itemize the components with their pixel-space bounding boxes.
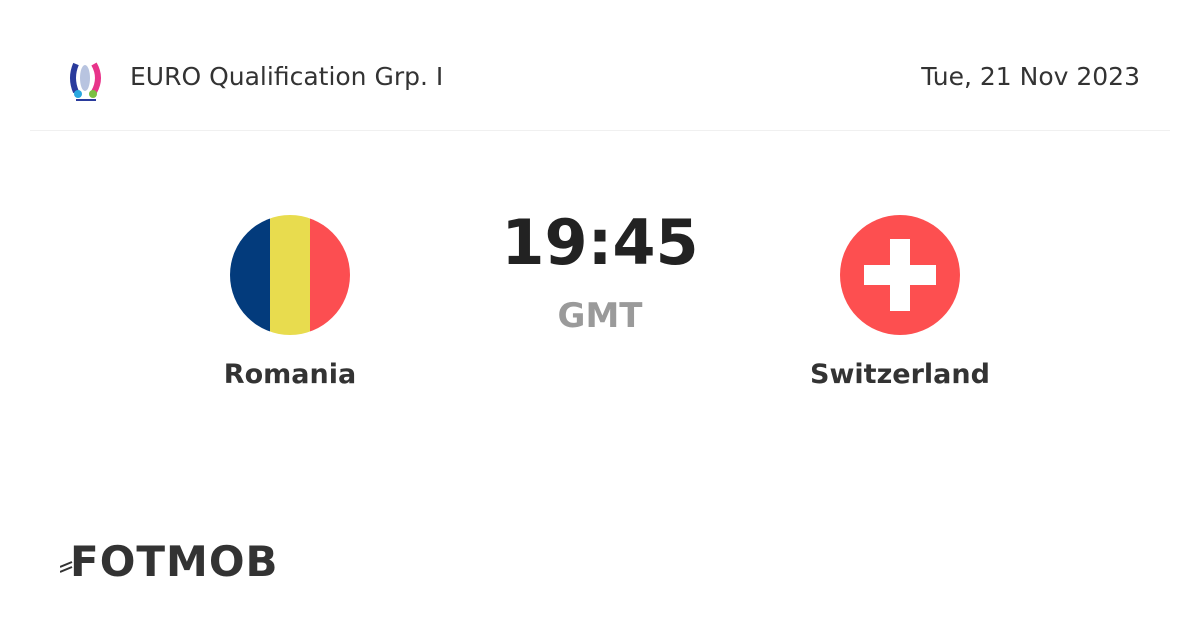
- romania-flag-icon: [230, 215, 350, 335]
- kickoff-time: 19:45: [501, 206, 699, 279]
- league-logo-icon: [70, 62, 101, 101]
- home-team[interactable]: Romania: [140, 215, 440, 390]
- switzerland-flag-icon: [840, 215, 960, 335]
- fotmob-ball-icon: [60, 560, 73, 573]
- home-team-name: Romania: [223, 359, 357, 390]
- timezone: GMT: [557, 296, 643, 336]
- away-team[interactable]: Switzerland: [750, 215, 1050, 390]
- fotmob-logo: FOTMOB: [60, 537, 279, 586]
- away-team-name: Switzerland: [810, 359, 990, 390]
- match-header: EURO Qualification Grp. I Tue, 21 Nov 20…: [30, 0, 1170, 131]
- brand-wordmark: FOTMOB: [70, 537, 279, 586]
- league-name[interactable]: EURO Qualification Grp. I: [130, 62, 444, 91]
- match-date: Tue, 21 Nov 2023: [921, 62, 1140, 91]
